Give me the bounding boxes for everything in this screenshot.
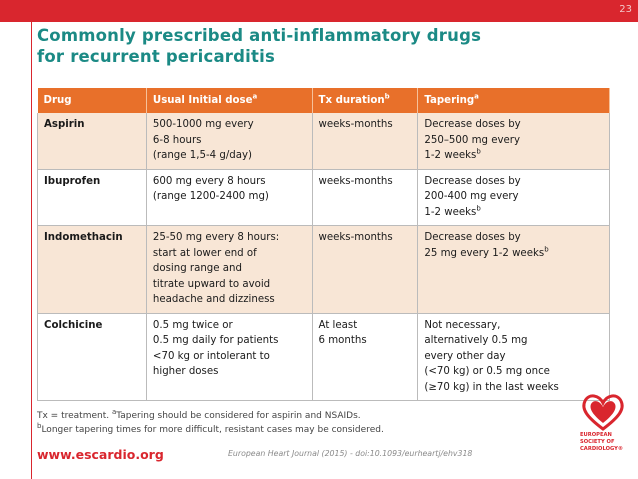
dose-line: 500-1000 mg every (152, 119, 254, 130)
cell-tapering: Decrease doses by 200-400 mg every 1-2 wee… (417, 169, 610, 226)
cell-tapering: Decrease doses by 250–500 mg every 1-2 wee… (417, 113, 610, 170)
cell-drug: Indomethacin (37, 225, 147, 314)
tapering-line: Decrease doses by (424, 175, 521, 187)
tapering-line: 1-2 weeksb (424, 204, 481, 218)
dose-line: headache and dizziness (152, 294, 275, 305)
slide-title: Commonly prescribed anti-inflammatory dr… (37, 25, 481, 67)
dose-line: 600 mg every 8 hours (152, 175, 266, 187)
dose-line: higher doses (152, 366, 219, 377)
tapering-line: 200-400 mg every (424, 191, 519, 202)
footnote-1: Tx = treatment. aTapering should be cons… (37, 408, 361, 422)
title-line-2: for recurrent pericarditis (37, 47, 275, 66)
table-header-row: Drug Usual Initial dosea Tx durationb Ta… (37, 88, 610, 113)
table-row: Ibuprofen 600 mg every 8 hours (range 1200… (37, 169, 610, 226)
top-bar: 23 (0, 0, 638, 22)
cell-drug: Ibuprofen (37, 169, 147, 226)
cell-dose: 500-1000 mg every 6-8 hours (range 1,5-4 g… (146, 113, 313, 170)
footer-reference: European Heart Journal (2015) - doi:10.1… (228, 449, 473, 458)
tapering-line: Decrease doses by (424, 119, 521, 130)
duration-line: weeks-months (318, 232, 393, 243)
tapering-line: (<70 kg) or 0.5 mg once (424, 366, 550, 377)
dose-line: 0.5 mg twice or (152, 319, 233, 331)
cell-duration: At least 6 months (312, 313, 419, 401)
cell-duration: weeks-months (312, 169, 419, 226)
dose-line: 0.5 mg daily for patients (152, 335, 279, 346)
dose-line: titrate upward to avoid (152, 278, 271, 290)
footer-url-link[interactable]: www.escardio.org (37, 447, 164, 462)
table-body: Aspirin 500-1000 mg every 6-8 hours (range … (37, 113, 610, 401)
table-row: Aspirin 500-1000 mg every 6-8 hours (range … (37, 113, 610, 170)
cell-dose: 25-50 mg every 8 hours: start at lower en… (146, 225, 313, 314)
tapering-line: Not necessary, (424, 319, 501, 331)
table-row: Indomethacin 25-50 mg every 8 hours: start… (37, 225, 610, 314)
cell-duration: weeks-months (312, 225, 419, 314)
title-line-1: Commonly prescribed anti-inflammatory dr… (37, 26, 482, 45)
cell-dose: 0.5 mg twice or 0.5 mg daily for patients… (146, 313, 313, 401)
header-duration: Tx durationb (312, 88, 419, 113)
dose-line: <70 kg or intolerant to (152, 350, 270, 362)
dose-line: 25-50 mg every 8 hours: (152, 232, 280, 243)
slide-number: 23 (619, 4, 632, 15)
table-row: Colchicine 0.5 mg twice or 0.5 mg daily fo… (37, 313, 610, 401)
cell-drug: Colchicine (37, 313, 147, 401)
tapering-line: (≥70 kg) in the last weeks (424, 381, 559, 393)
left-rule (31, 22, 32, 479)
dose-line: (range 1,5-4 g/day) (152, 150, 252, 161)
header-tapering: Taperinga (417, 88, 610, 113)
cell-drug: Aspirin (37, 113, 147, 170)
tapering-line: every other day (424, 350, 506, 362)
drug-table: Drug Usual Initial dosea Tx durationb Ta… (37, 88, 610, 401)
heart-logo-icon (582, 394, 624, 431)
dose-line: 6-8 hours (152, 134, 202, 146)
header-drug: Drug (37, 88, 147, 113)
duration-line: weeks-months (318, 119, 393, 130)
duration-line: weeks-months (318, 175, 393, 187)
duration-line: At least (318, 319, 358, 331)
footnote-2: bLonger tapering times for more difficul… (37, 422, 384, 436)
cell-tapering: Decrease doses by 25 mg every 1-2 weeksb (417, 225, 610, 314)
cell-dose: 600 mg every 8 hours (range 1200-2400 mg) (146, 169, 313, 226)
tapering-line: 25 mg every 1-2 weeksb (424, 245, 549, 259)
duration-line: 6 months (318, 335, 367, 346)
tapering-line: 1-2 weeksb (424, 147, 481, 161)
logo-text: EUROPEAN SOCIETY OF CARDIOLOGY® (580, 432, 624, 452)
tapering-line: Decrease doses by (424, 232, 521, 243)
dose-line: start at lower end of (152, 247, 257, 259)
dose-line: (range 1200-2400 mg) (152, 191, 269, 202)
cell-duration: weeks-months (312, 113, 419, 170)
tapering-line: 250–500 mg every (424, 134, 521, 146)
dose-line: dosing range and (152, 263, 242, 274)
cell-tapering: Not necessary, alternatively 0.5 mg every … (417, 313, 610, 401)
tapering-line: alternatively 0.5 mg (424, 335, 528, 346)
header-dose: Usual Initial dosea (146, 88, 313, 113)
